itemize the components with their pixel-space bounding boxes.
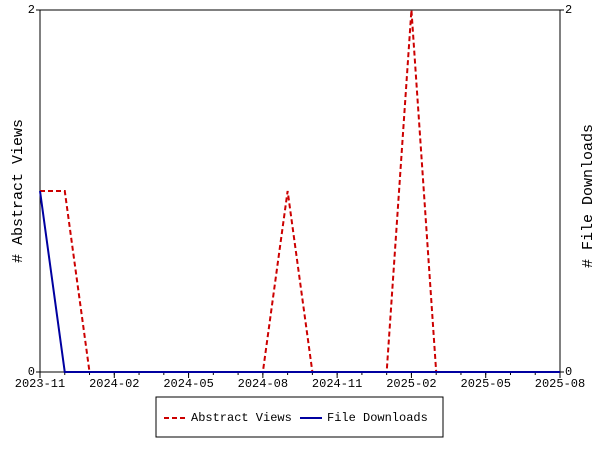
- x-tick-label: 2024-02: [89, 377, 139, 391]
- x-tick-label: 2025-05: [461, 377, 511, 391]
- x-tick-label: 2025-08: [535, 377, 585, 391]
- x-tick-label: 2024-11: [312, 377, 362, 391]
- y-axis-label: # Abstract Views: [10, 119, 27, 263]
- y-tick-label: 0: [28, 365, 35, 379]
- y-tick-label: 2: [28, 3, 35, 17]
- series-line: [39, 190, 560, 373]
- x-tick-label: 2024-08: [238, 377, 288, 391]
- x-tick-label: 2025-02: [386, 377, 436, 391]
- legend-label: File Downloads: [327, 411, 428, 425]
- x-tick-label: 2023-11: [15, 377, 65, 391]
- plot-frame: [39, 9, 561, 373]
- series-line: [40, 9, 560, 373]
- y2-axis-label: # File Downloads: [580, 124, 597, 268]
- legend-label: Abstract Views: [191, 411, 292, 425]
- x-tick-label: 2024-05: [163, 377, 213, 391]
- legend-box: [155, 396, 444, 438]
- y2-tick-label: 2: [565, 3, 572, 17]
- y2-tick-label: 0: [565, 365, 572, 379]
